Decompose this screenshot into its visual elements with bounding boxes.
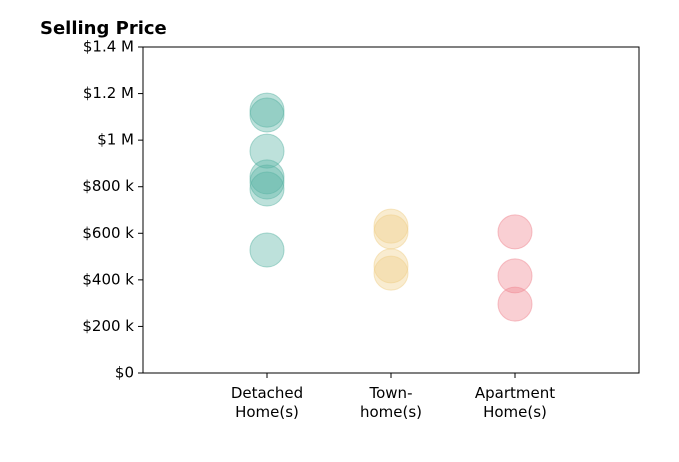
data-point [373, 248, 409, 284]
data-point [249, 133, 285, 169]
data-point [249, 92, 285, 128]
data-point [249, 159, 285, 195]
chart-title: Selling Price [40, 18, 167, 39]
x-tick-label: Apartment Home(s) [475, 384, 555, 421]
data-point [497, 258, 533, 294]
y-tick-label: $800 k [82, 177, 134, 195]
y-tick-label: $1 M [97, 131, 134, 149]
y-tick-label: $600 k [82, 224, 134, 242]
x-tick-label: Detached Home(s) [231, 384, 303, 421]
data-point [249, 97, 285, 133]
y-tick-label: $200 k [82, 317, 134, 335]
data-point [497, 214, 533, 250]
y-tick-label: $400 k [82, 270, 134, 288]
data-point [249, 164, 285, 200]
x-tick-label: Town-home(s) [360, 384, 422, 421]
data-point [497, 286, 533, 322]
data-point [249, 171, 285, 207]
data-point [373, 255, 409, 291]
y-tick-label: $1.2 M [83, 84, 134, 102]
data-point [373, 214, 409, 250]
data-point [249, 232, 285, 268]
y-tick-label: $1.4 M [83, 38, 134, 56]
y-tick-label: $0 [115, 364, 134, 382]
